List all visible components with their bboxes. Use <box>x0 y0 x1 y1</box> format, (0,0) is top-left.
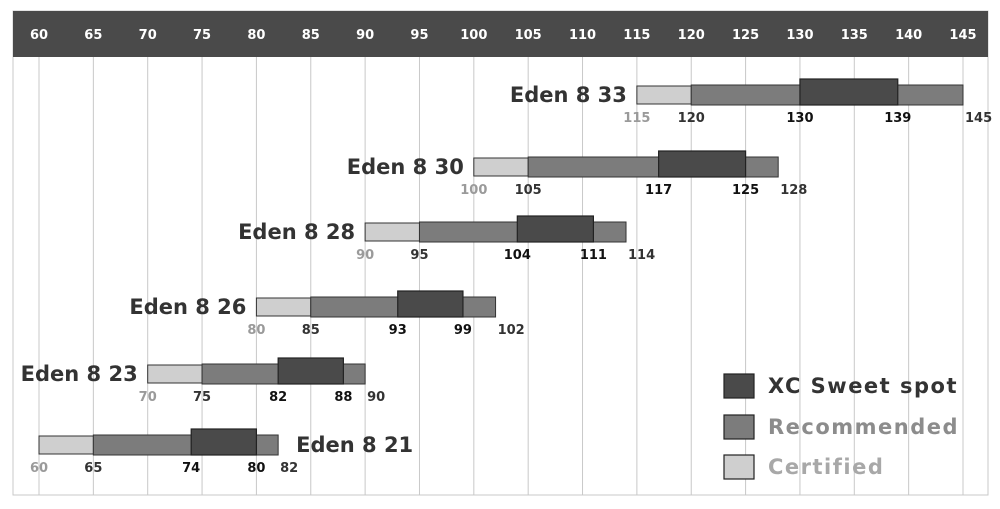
legend-label: Certified <box>768 455 884 479</box>
series-row: 70 75 82 88 90 Eden 8 23 <box>21 357 385 405</box>
x-tick-label: 120 <box>678 28 705 43</box>
x-tick-label: 95 <box>410 28 428 43</box>
value-label-sweet-max: 139 <box>884 111 911 126</box>
bar-certified <box>255 297 312 317</box>
value-label-certified-min: 115 <box>623 111 650 126</box>
value-label-sweet-min: 82 <box>269 390 287 405</box>
legend-label: Recommended <box>768 415 959 439</box>
legend-label: XC Sweet spot <box>768 374 958 398</box>
x-tick-label: 145 <box>949 28 976 43</box>
value-label-recommended-min: 105 <box>515 183 542 198</box>
x-tick-label: 85 <box>302 28 320 43</box>
legend-swatch <box>723 454 755 480</box>
x-tick-label: 100 <box>460 28 487 43</box>
value-label-sweet-min: 104 <box>504 248 531 263</box>
value-label-max: 102 <box>498 323 525 338</box>
legend-item: Recommended <box>723 414 959 440</box>
bar-certified <box>473 157 529 177</box>
x-tick-label: 75 <box>193 28 211 43</box>
value-label-sweet-max: 80 <box>247 461 265 476</box>
value-label-recommended-min: 65 <box>84 461 102 476</box>
value-label-sweet-min: 117 <box>645 183 672 198</box>
value-label-sweet-min: 93 <box>389 323 407 338</box>
value-label-sweet-max: 88 <box>334 390 352 405</box>
x-tick-label: 110 <box>569 28 596 43</box>
value-label-max: 128 <box>780 183 807 198</box>
bar-sweet-spot <box>397 290 464 318</box>
x-tick-label: 65 <box>84 28 102 43</box>
value-label-sweet-min: 130 <box>786 111 813 126</box>
x-tick-label: 70 <box>139 28 157 43</box>
value-label-certified-min: 100 <box>460 183 487 198</box>
axis-header-bar <box>13 11 988 57</box>
value-label-max: 114 <box>628 248 655 263</box>
value-label-certified-min: 80 <box>247 323 265 338</box>
value-label-max: 82 <box>280 461 298 476</box>
legend-item: XC Sweet spot <box>723 373 958 399</box>
value-label-recommended-min: 120 <box>678 111 705 126</box>
value-label-sweet-max: 111 <box>580 248 607 263</box>
x-tick-label: 130 <box>786 28 813 43</box>
value-label-max: 145 <box>965 111 992 126</box>
series-row: 100 105 117 125 128 Eden 8 30 <box>347 150 807 198</box>
x-tick-label: 125 <box>732 28 759 43</box>
x-tick-label: 115 <box>623 28 650 43</box>
x-tick-label: 80 <box>247 28 265 43</box>
x-tick-label: 105 <box>515 28 542 43</box>
series-row: 90 95 104 111 114 Eden 8 28 <box>238 215 655 263</box>
bar-sweet-spot <box>516 215 595 243</box>
series-name-label: Eden 8 26 <box>129 295 246 319</box>
x-tick-label: 90 <box>356 28 374 43</box>
legend-swatch <box>723 414 755 440</box>
series-row: 80 85 93 99 102 Eden 8 26 <box>129 290 525 338</box>
bars: 115 120 130 139 145 Eden 8 33 100 105 117 125 128 E… <box>21 78 992 476</box>
x-axis-ticks: 60 65 70 75 80 85 90 95 100 105 110 115 120 125 130 135… <box>30 28 977 43</box>
value-label-recommended-min: 95 <box>410 248 428 263</box>
bar-certified <box>364 222 420 242</box>
series-name-label: Eden 8 30 <box>347 155 464 179</box>
bar-certified <box>636 85 692 105</box>
legend: XC Sweet spot Recommended Certified <box>723 373 959 480</box>
value-label-certified-min: 60 <box>30 461 48 476</box>
x-tick-label: 135 <box>841 28 868 43</box>
bar-sweet-spot <box>799 78 899 106</box>
grid <box>38 57 964 495</box>
value-label-sweet-max: 125 <box>732 183 759 198</box>
x-tick-label: 140 <box>895 28 922 43</box>
value-label-recommended-min: 85 <box>302 323 320 338</box>
series-row: 115 120 130 139 145 Eden 8 33 <box>510 78 992 126</box>
bar-sweet-spot <box>658 150 747 178</box>
series-name-label: Eden 8 23 <box>21 362 138 386</box>
x-tick-label: 60 <box>30 28 48 43</box>
value-label-recommended-min: 75 <box>193 390 211 405</box>
value-label-certified-min: 70 <box>139 390 157 405</box>
bar-certified <box>38 435 94 455</box>
legend-swatch <box>723 373 755 399</box>
value-label-sweet-max: 99 <box>454 323 472 338</box>
series-name-label: Eden 8 33 <box>510 83 627 107</box>
legend-item: Certified <box>723 454 884 480</box>
bar-certified <box>147 364 203 384</box>
value-label-sweet-min: 74 <box>182 461 200 476</box>
series-name-label: Eden 8 21 <box>296 433 413 457</box>
series-row: 60 65 74 80 82 Eden 8 21 <box>30 428 413 476</box>
bar-sweet-spot <box>277 357 344 385</box>
series-name-label: Eden 8 28 <box>238 220 355 244</box>
value-label-certified-min: 90 <box>356 248 374 263</box>
bar-sweet-spot <box>190 428 258 456</box>
value-label-max: 90 <box>367 390 385 405</box>
